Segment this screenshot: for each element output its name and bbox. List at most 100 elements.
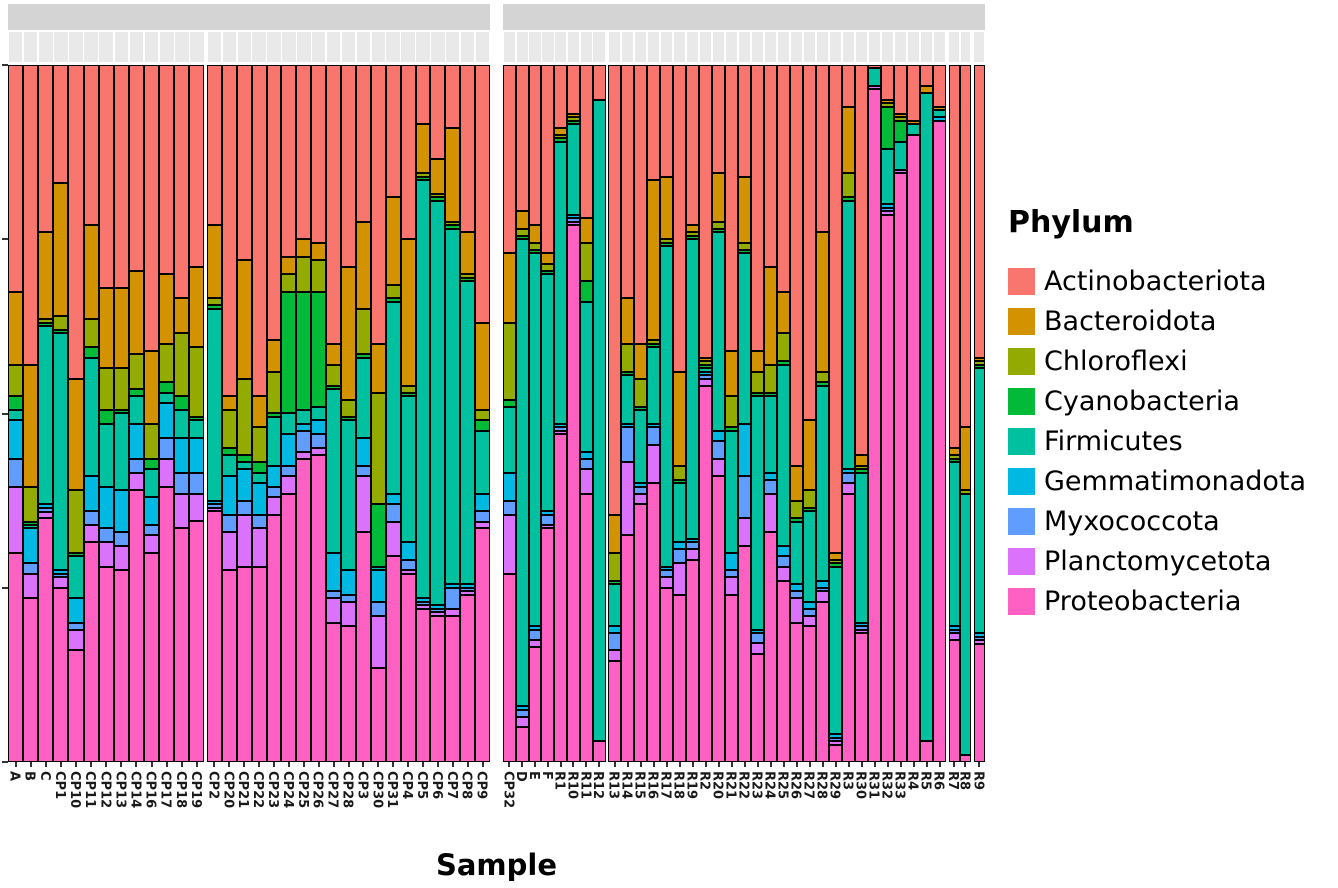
x-tick-label: CP5 <box>413 771 429 800</box>
legend-items: Actinobacteriota Bacteroidota Chloroflexi C… <box>1008 268 1338 615</box>
bar-segment <box>430 193 446 198</box>
bar-segment <box>38 65 54 233</box>
sample-strip <box>764 32 777 62</box>
x-axis-tick <box>362 762 365 767</box>
x-tick-label: CP3 <box>354 771 370 800</box>
bar-segment <box>829 737 842 742</box>
bar-segment <box>415 176 431 180</box>
bar-segment <box>881 103 894 107</box>
bar-segment <box>647 65 660 180</box>
bar-segment <box>475 528 490 762</box>
bar-segment <box>68 490 84 553</box>
bar-segment <box>38 518 54 762</box>
legend: Phylum Actinobacteriota Bacteroidota Chlor… <box>1008 205 1338 628</box>
sample-bar <box>686 65 699 762</box>
bar-segment <box>98 368 114 410</box>
bar-segment <box>790 591 803 599</box>
bar-segment <box>673 542 686 550</box>
bar-segment <box>475 322 490 410</box>
x-tick-label: R7 <box>945 771 961 791</box>
bar-segment <box>430 612 446 616</box>
bar-segment <box>712 476 725 762</box>
bar-segment <box>159 437 175 459</box>
bar-segment <box>647 444 660 484</box>
sample-bar <box>159 65 175 762</box>
bar-segment <box>68 65 84 379</box>
bar-segment <box>634 493 647 505</box>
bar-segment <box>738 249 751 254</box>
bar-segment <box>266 486 282 498</box>
bar-segment <box>973 357 985 362</box>
x-tick-label: CP16 <box>142 771 158 809</box>
bar-segment <box>829 65 842 553</box>
bar-segment <box>370 65 386 344</box>
sample-strip <box>686 32 699 62</box>
bar-segment <box>842 65 855 107</box>
sample-bar <box>621 65 634 762</box>
sample-strip <box>475 32 490 62</box>
bar-segment <box>764 392 777 397</box>
bar-segment <box>621 535 634 762</box>
bar-segment <box>355 531 371 762</box>
bar-segment <box>144 65 160 351</box>
bar-segment <box>23 364 39 487</box>
x-axis-tick <box>44 762 47 767</box>
bar-segment <box>803 65 816 421</box>
bar-segment <box>266 65 282 341</box>
legend-item: Proteobacteria <box>1008 588 1338 615</box>
bar-segment <box>973 633 985 637</box>
bar-segment <box>816 580 829 588</box>
bar-segment <box>738 65 751 177</box>
bar-segment <box>738 423 751 477</box>
legend-key-swatch <box>1008 348 1035 375</box>
sample-strip <box>738 32 751 62</box>
bar-segment <box>515 235 529 240</box>
bar-segment <box>430 615 446 762</box>
x-tick-label: R3 <box>839 771 855 791</box>
sample-bar <box>128 65 145 762</box>
bar-segment <box>790 65 803 466</box>
sample-strip <box>326 32 341 62</box>
sample-bar <box>515 65 529 762</box>
bar-segment <box>415 173 431 177</box>
bar-segment <box>68 598 84 623</box>
sample-bar <box>959 65 971 762</box>
x-axis-tick <box>572 762 575 767</box>
bar-segment <box>221 410 237 449</box>
bar-segment <box>38 507 54 513</box>
x-axis-tick <box>613 762 616 767</box>
bar-segment <box>790 598 803 623</box>
bar-segment <box>973 643 985 762</box>
bar-segment <box>128 354 145 390</box>
bar-segment <box>816 587 829 592</box>
bar-segment <box>686 235 699 240</box>
legend-key-swatch <box>1008 588 1035 615</box>
sample-bar <box>592 65 606 762</box>
bar-segment <box>207 511 222 762</box>
x-tick-label: CP9 <box>473 771 489 800</box>
bar-segment <box>385 521 401 557</box>
sample-bar <box>53 65 69 762</box>
bar-segment <box>592 65 606 100</box>
sample-strip <box>401 32 415 62</box>
x-axis-tick <box>860 762 863 767</box>
bar-segment <box>207 305 222 309</box>
bar-segment <box>23 486 39 522</box>
bar-segment <box>174 528 190 762</box>
bar-segment <box>751 643 764 654</box>
bar-segment <box>251 462 267 473</box>
sample-bar <box>816 65 829 762</box>
sample-strip <box>371 32 385 62</box>
bar-segment <box>528 249 542 254</box>
bar-segment <box>445 584 461 588</box>
bar-segment <box>738 545 751 762</box>
sample-strip <box>190 32 204 62</box>
bar-segment <box>751 633 764 644</box>
sample-strip <box>660 32 673 62</box>
x-tick-label: CP20 <box>220 771 236 809</box>
sample-bar <box>430 65 446 762</box>
bar-segment <box>370 601 386 616</box>
bar-segment <box>673 465 686 480</box>
x-tick-label: R17 <box>657 771 673 800</box>
x-tick-label: CP27 <box>324 771 340 809</box>
